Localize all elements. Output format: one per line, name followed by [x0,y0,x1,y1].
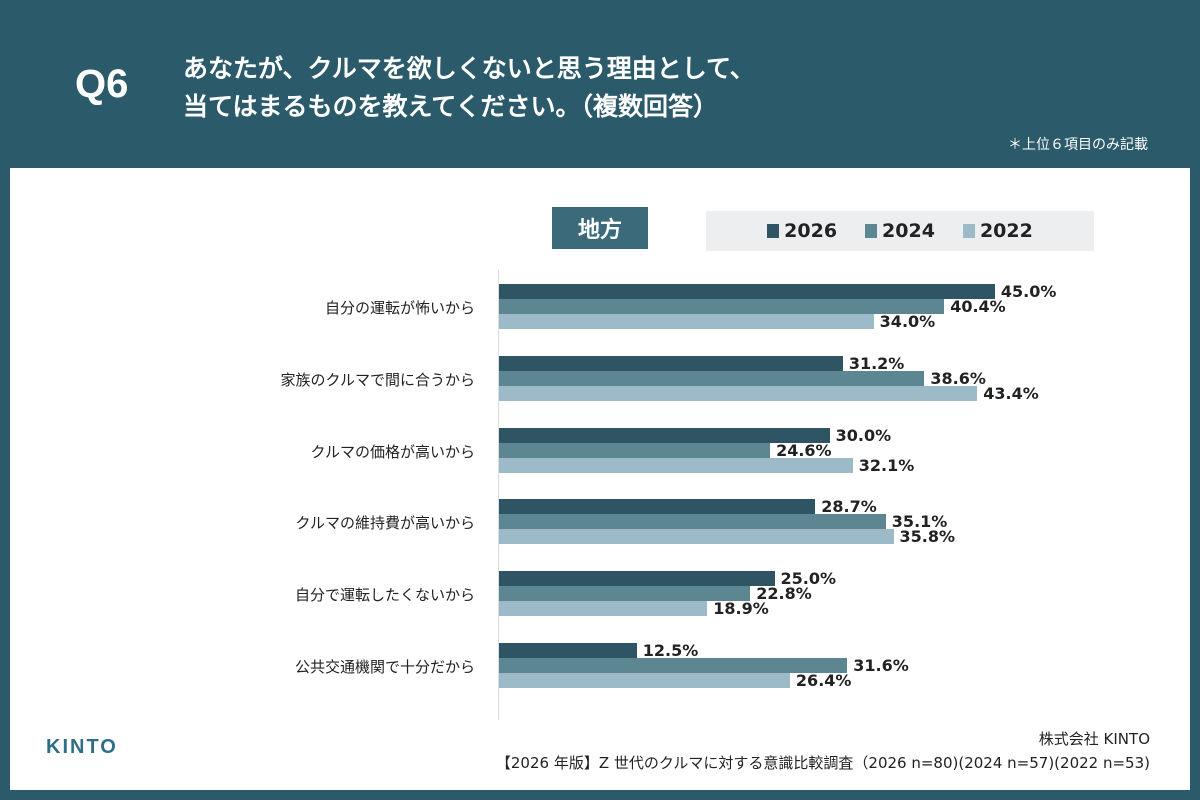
note: ＊上位６項目のみ記載 [1008,137,1148,153]
bar-2026 [499,499,816,515]
bar-2024 [499,442,771,458]
legend-swatch [865,224,878,238]
source-note: 【2026 年版】Z 世代のクルマに対する意識比較調査（2026 n=80)(2… [495,754,1150,772]
legend-swatch [962,224,975,238]
category-label: クルマの維持費が高いから [295,514,475,533]
legend-label: 2022 [979,220,1033,242]
data-label: 34.0% [879,312,936,331]
title-line-2: 当てはまるものを教えてください。（複数回答） [183,92,719,121]
bar-2022 [499,457,853,473]
bar-2024 [499,370,925,386]
bar-2022 [499,601,708,617]
region-label: 地方 [552,207,648,249]
category-label: 家族のクルマで間に合うから [280,370,475,389]
bar-2024 [499,586,751,602]
bar-2026 [499,427,830,443]
legend-label: 2024 [882,220,935,242]
bar-2026 [499,284,995,299]
bar-2024 [499,658,848,673]
legend-item-2026: 2026 [767,220,837,242]
title-line-1: あなたが、クルマを欲しくないと思う理由として、 [183,54,755,83]
legend-label: 2026 [784,220,838,242]
data-label: 43.4% [983,383,1039,403]
data-label: 24.6% [776,440,832,460]
data-label: 26.4% [795,671,852,690]
legend-item-2022: 2022 [962,220,1033,242]
kinto-logo: KINTO [46,736,118,758]
data-label: 31.6% [853,656,909,675]
data-label: 45.0% [1000,282,1057,301]
bar-2022 [499,673,790,688]
company-name: 株式会社 KINTO [1038,730,1150,748]
bar-2026 [499,571,775,587]
data-label: 28.7% [821,497,877,517]
bar-2026 [499,643,637,658]
data-label: 18.9% [713,599,769,619]
bar-2022 [499,529,894,545]
data-label: 22.8% [756,584,812,604]
legend-swatch [767,224,780,238]
bar-2024 [499,514,886,530]
data-label: 38.6% [930,368,986,388]
data-label: 30.0% [835,425,892,445]
bar-2022 [499,314,874,329]
data-label: 25.0% [780,569,837,589]
category-label: 公共交通機関で十分だから [294,658,475,676]
data-label: 32.1% [858,455,915,475]
data-label: 35.8% [899,527,956,547]
data-label: 12.5% [642,641,699,660]
bar-2026 [499,355,843,371]
category-label: 自分で運転したくないから [294,586,475,605]
data-label: 40.4% [950,297,1006,316]
data-label: 31.2% [848,353,905,373]
legend-item-2024: 2024 [865,220,935,242]
bar-2024 [499,299,945,314]
category-axis [498,270,499,720]
legend: 2026 2024 2022 [706,211,1094,251]
data-label: 35.1% [891,512,948,532]
question-number: Q6 [75,62,129,106]
page-title: あなたが、クルマを欲しくないと思う理由として、 当てはまるものを教えてください。… [183,50,755,126]
chart-panel [10,168,1190,790]
bar-2022 [499,385,978,401]
category-label: 自分の運転が怖いから [324,299,475,317]
category-label: クルマの価格が高いから [310,442,475,461]
